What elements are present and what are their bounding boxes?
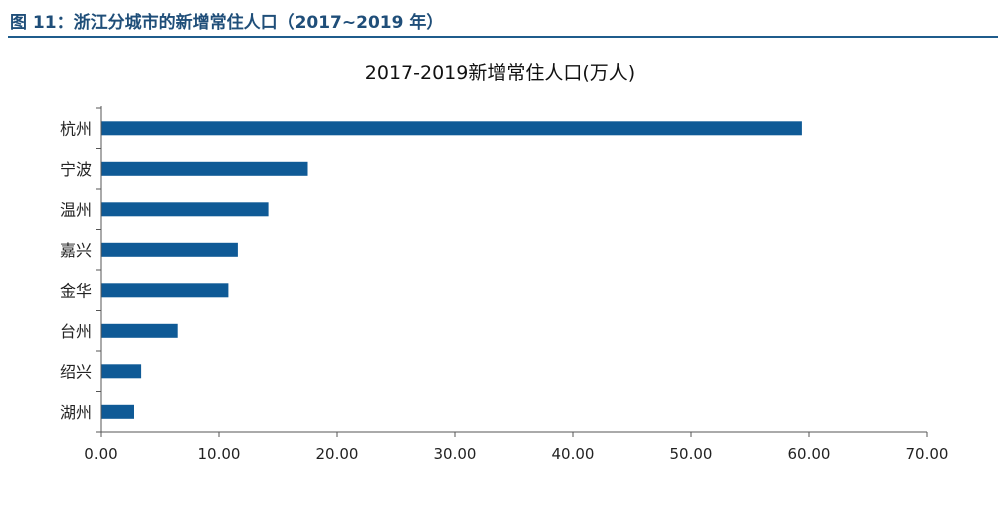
category-label: 绍兴 xyxy=(60,362,92,381)
bar-4 xyxy=(101,283,229,298)
figure-header: 图 11：浙江分城市的新增常住人口（2017~2019 年） xyxy=(10,13,444,33)
category-label: 金华 xyxy=(60,281,92,300)
x-tick-label: 60.00 xyxy=(788,445,831,463)
x-tick-label: 10.00 xyxy=(198,445,241,463)
category-label: 温州 xyxy=(60,200,92,219)
bar-5 xyxy=(101,323,178,338)
x-tick-label: 20.00 xyxy=(316,445,359,463)
category-label: 台州 xyxy=(60,322,92,341)
bar-7 xyxy=(101,404,134,419)
x-tick-label: 50.00 xyxy=(670,445,713,463)
x-tick-label: 30.00 xyxy=(434,445,477,463)
category-label: 湖州 xyxy=(60,403,92,422)
category-label: 嘉兴 xyxy=(60,241,92,260)
chart-title: 2017-2019新增常住人口(万人) xyxy=(364,62,636,84)
bar-3 xyxy=(101,242,238,257)
header-divider xyxy=(8,36,998,38)
bar-1 xyxy=(101,161,308,176)
x-tick-label: 0.00 xyxy=(84,445,117,463)
x-tick-label: 40.00 xyxy=(552,445,595,463)
category-label: 杭州 xyxy=(60,119,92,138)
bar-2 xyxy=(101,202,269,217)
bar-6 xyxy=(101,364,142,379)
x-tick-label: 70.00 xyxy=(906,445,949,463)
category-label: 宁波 xyxy=(60,160,92,179)
bar-0 xyxy=(101,121,802,136)
